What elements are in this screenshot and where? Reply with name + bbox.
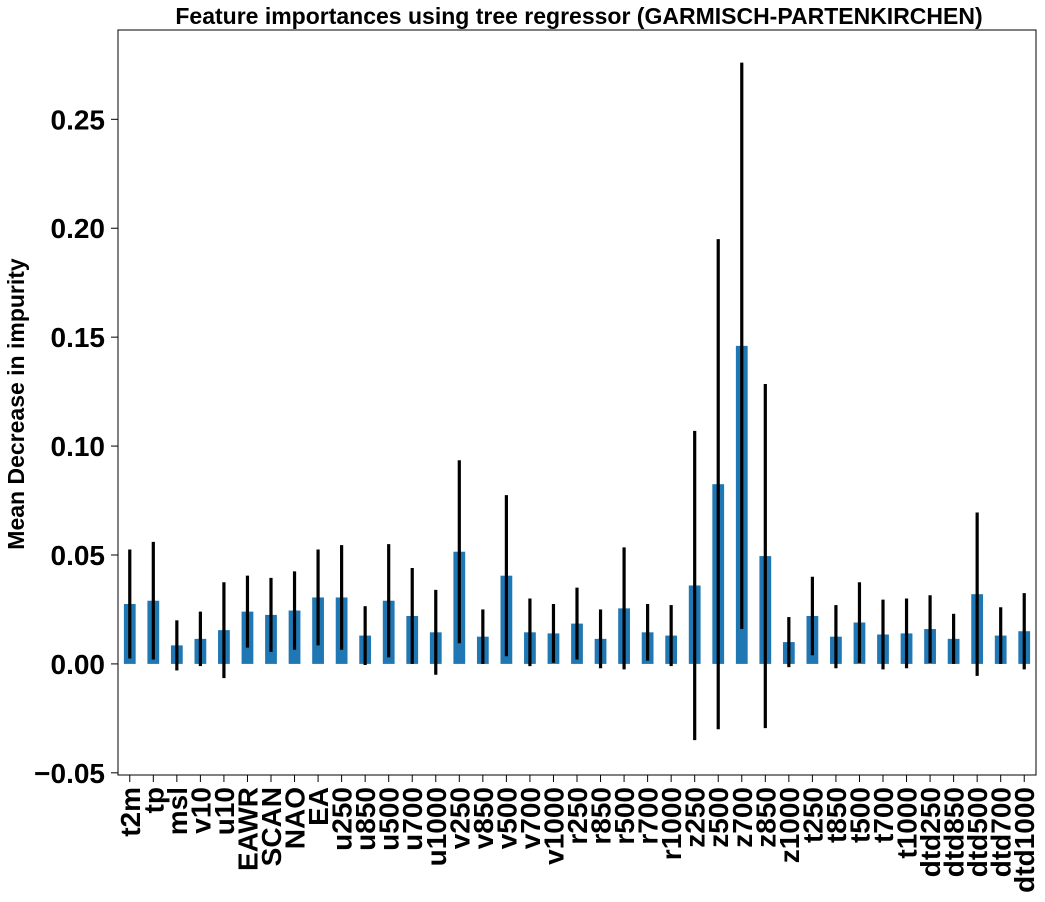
chart-title: Feature importances using tree regressor… — [175, 3, 982, 29]
x-tick-label: dtd250 — [915, 787, 946, 877]
plot-area: −0.050.000.050.100.150.200.25t2mtpmslv10… — [34, 62, 1040, 893]
x-tick-label: v500 — [491, 787, 522, 849]
x-tick-label: r500 — [609, 787, 640, 845]
x-tick-label: r1000 — [656, 787, 687, 860]
x-tick-label: r250 — [562, 787, 593, 845]
x-tick-label: EAWR — [232, 787, 263, 871]
plot-frame — [117, 29, 1037, 776]
x-tick-label: r850 — [586, 787, 617, 845]
x-tick-label: u1000 — [421, 787, 452, 866]
y-tick-label: 0.20 — [51, 213, 106, 244]
x-tick-label: r700 — [633, 787, 664, 845]
x-tick-label: v1000 — [538, 787, 569, 865]
y-axis-label: Mean Decrease in impurity — [3, 258, 29, 550]
x-tick-label: t1000 — [892, 787, 923, 859]
x-tick-label: dtd850 — [939, 787, 970, 877]
x-tick-label: NAO — [280, 787, 311, 849]
x-tick-label: SCAN — [256, 787, 287, 866]
x-tick-label: dtd500 — [962, 787, 993, 877]
x-tick-label: t700 — [868, 787, 899, 843]
x-tick-label: u850 — [350, 787, 381, 851]
x-tick-label: z1000 — [774, 787, 805, 863]
x-tick-label: tp — [138, 787, 169, 813]
y-tick-label: −0.05 — [34, 758, 105, 789]
y-tick-label: 0.05 — [51, 540, 106, 571]
x-tick-label: z850 — [750, 787, 781, 848]
x-tick-label: t850 — [821, 787, 852, 843]
x-tick-label: u700 — [397, 787, 428, 851]
y-tick-label: 0.00 — [51, 649, 106, 680]
x-tick-label: u250 — [327, 787, 358, 851]
x-tick-label: z700 — [727, 787, 758, 848]
x-tick-label: t500 — [844, 787, 875, 843]
x-tick-label: dtd1000 — [1009, 787, 1040, 893]
x-tick-label: z500 — [703, 787, 734, 848]
x-tick-label: msl — [162, 787, 193, 835]
x-tick-label: t250 — [797, 787, 828, 843]
x-tick-label: u500 — [374, 787, 405, 851]
x-tick-label: dtd700 — [986, 787, 1017, 877]
y-tick-label: 0.15 — [51, 322, 106, 353]
y-tick-label: 0.10 — [51, 431, 106, 462]
x-tick-label: v700 — [515, 787, 546, 849]
x-tick-label: z250 — [680, 787, 711, 848]
x-tick-label: v850 — [468, 787, 499, 849]
x-tick-label: t2m — [115, 787, 146, 837]
x-tick-label: v10 — [185, 787, 216, 834]
y-tick-label: 0.25 — [51, 104, 106, 135]
x-tick-label: v250 — [444, 787, 475, 849]
x-tick-label: EA — [303, 787, 334, 826]
x-tick-label: u10 — [209, 787, 240, 835]
